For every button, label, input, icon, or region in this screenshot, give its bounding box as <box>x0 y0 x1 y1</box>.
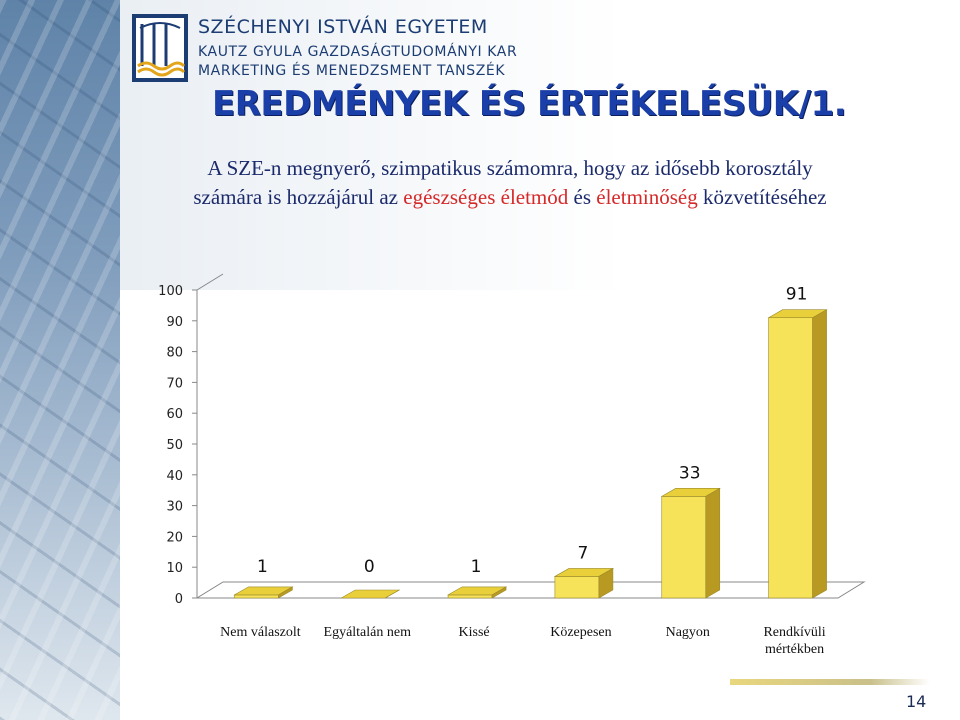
bar-side <box>812 309 827 599</box>
subtitle-highlight-2: életminőség <box>596 185 698 209</box>
bar-value-label: 91 <box>786 285 808 305</box>
chart-left-wall <box>196 273 224 598</box>
faculty-name: KAUTZ GYULA GAZDASÁGTUDOMÁNYI KAR <box>198 44 518 60</box>
y-tick-label: 10 <box>166 561 183 576</box>
footer-decoration <box>730 679 930 685</box>
bar-value-label: 1 <box>471 557 482 577</box>
subtitle-text-2: és <box>568 185 597 209</box>
top-background-fade <box>120 0 960 290</box>
x-category-label: Kissé <box>459 625 490 640</box>
y-tick-label: 40 <box>166 469 183 484</box>
y-tick-label: 30 <box>166 500 183 515</box>
bar-group <box>553 567 615 599</box>
bar-side <box>705 487 721 599</box>
subtitle-highlight-1: egészséges életmód <box>403 185 569 209</box>
y-tick-label: 70 <box>166 376 183 391</box>
bar-side <box>278 586 293 599</box>
x-category-label: Egyáltalán nem <box>324 625 412 640</box>
bar-value-label: 0 <box>364 557 375 577</box>
x-category-label: mértékben <box>765 642 824 657</box>
y-tick-label: 100 <box>158 284 183 299</box>
y-tick-label: 0 <box>175 592 183 607</box>
bar-group <box>233 586 294 599</box>
side-photo-background <box>0 0 120 720</box>
bar <box>661 496 707 599</box>
subtitle-text-3: közvetítéséhez <box>697 185 827 209</box>
bar-value-label: 33 <box>679 463 701 483</box>
page-number: 14 <box>906 692 927 711</box>
x-category-label: Rendkívüli <box>763 625 825 640</box>
y-tick-label: 20 <box>166 530 183 545</box>
bar <box>554 576 600 599</box>
bar <box>447 594 493 599</box>
bar <box>234 594 279 599</box>
y-tick-label: 90 <box>166 315 183 330</box>
slide-title: EREDMÉNYEK ÉS ÉRTÉKELÉSÜK/1. <box>212 84 847 124</box>
y-tick-label: 60 <box>166 407 183 422</box>
bar-group <box>660 487 721 599</box>
university-logo <box>132 14 188 82</box>
x-category-label: Közepesen <box>550 625 611 640</box>
bar-side <box>491 586 507 599</box>
chart-floor <box>195 581 866 599</box>
x-category-label: Nagyon <box>666 625 710 640</box>
y-tick-label: 80 <box>166 346 183 361</box>
bar <box>768 317 813 599</box>
x-category-label: Nem válaszolt <box>220 625 301 640</box>
bar-side <box>598 567 614 599</box>
bar-group <box>767 309 828 599</box>
university-name: SZÉCHENYI ISTVÁN EGYETEM <box>198 16 488 38</box>
department-name: MARKETING ÉS MENEDZSMENT TANSZÉK <box>198 63 506 79</box>
slide-subtitle: A SZE-n megnyerő, szimpatikus számomra, … <box>190 154 830 212</box>
bar-group <box>340 589 401 599</box>
bar-value-label: 7 <box>578 543 589 563</box>
subtitle-text-1: A SZE-n megnyerő, szimpatikus számomra, … <box>193 156 813 209</box>
y-tick-label: 50 <box>166 438 183 453</box>
bar-value-label: 1 <box>257 557 268 577</box>
bar-side <box>385 589 400 599</box>
bar-group <box>446 586 508 599</box>
